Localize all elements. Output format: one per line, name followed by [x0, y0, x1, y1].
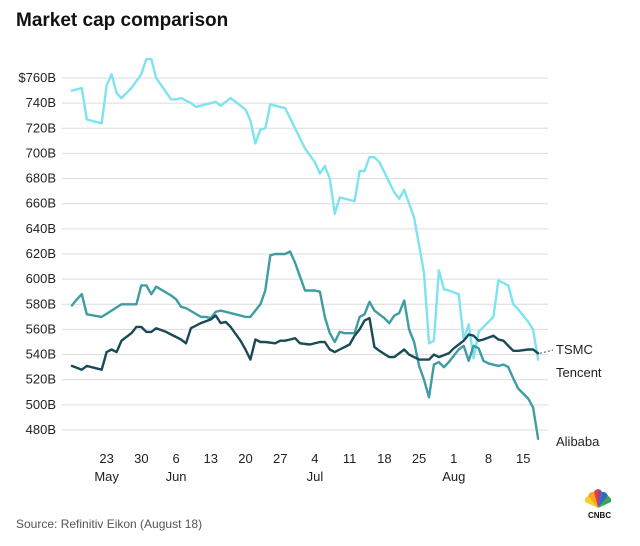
- x-tick-label-23: 23: [99, 451, 113, 466]
- chart-title: Market cap comparison: [16, 10, 228, 31]
- peacock-feather-2: [594, 489, 598, 508]
- x-tick-label-18: 18: [377, 451, 391, 466]
- y-tick-label-480: 480B: [26, 422, 56, 437]
- x-tick-label-4: 4: [311, 451, 318, 466]
- y-tick-label-720: 720B: [26, 120, 56, 135]
- peacock-feather-6: [584, 496, 598, 508]
- series-lines: [70, 57, 540, 440]
- x-tick-label-1: 1: [450, 451, 457, 466]
- series-line-tencent: [70, 250, 540, 440]
- y-tick-label-640: 640B: [26, 221, 56, 236]
- y-tick-label-500: 500B: [26, 397, 56, 412]
- x-tick-label-13: 13: [204, 451, 218, 466]
- y-tick-label-760: $760B: [18, 70, 56, 85]
- x-tick-label-15: 15: [516, 451, 530, 466]
- y-tick-label-740: 740B: [26, 95, 56, 110]
- month-label-aug: Aug: [442, 469, 465, 484]
- tencent-series-label: Tencent: [556, 365, 602, 380]
- cnbc-wordmark: CNBC: [588, 511, 611, 520]
- source-note: Source: Refinitiv Eikon (August 18): [16, 517, 202, 531]
- y-tick-label-620: 620B: [26, 246, 56, 261]
- peacock-feather-3: [598, 489, 602, 508]
- cnbc-logo: CNBC: [584, 489, 612, 520]
- y-tick-label-700: 700B: [26, 145, 56, 160]
- y-tick-label-660: 660B: [26, 196, 56, 211]
- peacock-feather-5: [598, 496, 612, 508]
- series-line-tsmc: [70, 314, 540, 371]
- peacock-feather-1: [588, 491, 598, 508]
- x-tick-label-30: 30: [134, 451, 148, 466]
- month-label-jul: Jul: [307, 469, 324, 484]
- x-tick-label-6: 6: [172, 451, 179, 466]
- x-tick-label-25: 25: [412, 451, 426, 466]
- y-axis-labels: 480B 500B 520B 540B 560B 580B 600B 620B 640B 660B…: [18, 70, 56, 437]
- alibaba-series-label: Alibaba: [556, 434, 600, 449]
- tsmc-series-label: TSMC: [556, 342, 593, 357]
- grid-lines: [62, 77, 548, 431]
- x-tick-label-8: 8: [485, 451, 492, 466]
- peacock-feather-4: [598, 491, 608, 508]
- month-label-may: May: [94, 469, 119, 484]
- tsmc-label-leader: [539, 349, 554, 354]
- y-tick-label-540: 540B: [26, 347, 56, 362]
- y-tick-label-520: 520B: [26, 372, 56, 387]
- x-tick-label-27: 27: [273, 451, 287, 466]
- month-label-jun: Jun: [166, 469, 187, 484]
- y-tick-label-560: 560B: [26, 321, 56, 336]
- y-tick-label-580: 580B: [26, 296, 56, 311]
- series-line-alibaba: [70, 57, 540, 361]
- y-tick-label-600: 600B: [26, 271, 56, 286]
- x-tick-label-20: 20: [238, 451, 252, 466]
- y-tick-label-680: 680B: [26, 171, 56, 186]
- x-tick-label-11: 11: [343, 451, 357, 466]
